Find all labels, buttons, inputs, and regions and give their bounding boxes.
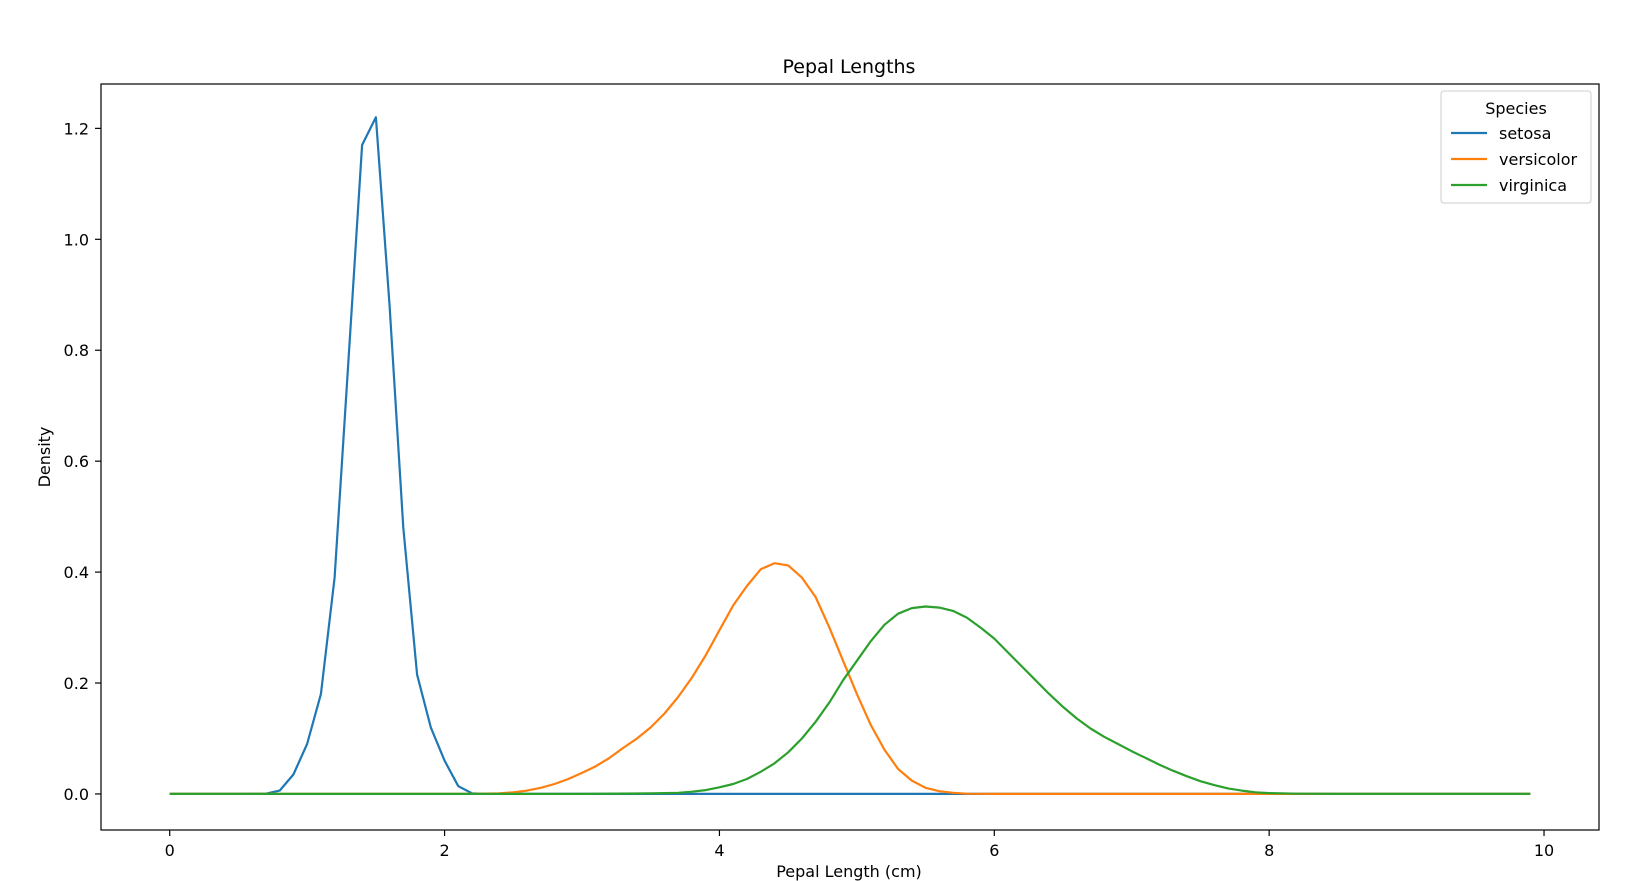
legend-label-setosa: setosa [1499,124,1551,143]
y-axis-label: Density [35,427,54,488]
x-tick-label: 2 [439,841,449,860]
x-tick-label: 6 [989,841,999,860]
series-line-virginica [169,605,1531,796]
plot-frame [100,83,1600,831]
legend: Species setosa versicolor virginica [1440,90,1592,204]
legend-items: setosa versicolor virginica [1451,124,1577,195]
y-tick-label: 1.2 [64,119,89,138]
legend-box [1440,90,1592,204]
series-line-versicolor [169,562,1531,796]
y-tick-label: 0.0 [64,785,89,804]
x-tick-label: 0 [165,841,175,860]
x-axis-ticks: 0 2 4 6 8 10 [165,830,1554,860]
x-tick-label: 10 [1534,841,1554,860]
x-tick-label: 4 [714,841,724,860]
legend-title: Species [1485,99,1547,118]
x-tick-label: 8 [1264,841,1274,860]
legend-label-versicolor: versicolor [1499,150,1577,169]
y-axis-ticks: 0.0 0.2 0.4 0.6 0.8 1.0 1.2 [64,119,101,804]
chart-title: Pepal Lengths [783,56,916,78]
y-tick-label: 1.0 [64,230,89,249]
y-tick-label: 0.6 [64,452,89,471]
y-tick-label: 0.8 [64,341,89,360]
y-tick-label: 0.4 [64,563,89,582]
y-tick-label: 0.2 [64,674,89,693]
x-axis-label: Pepal Length (cm) [776,862,922,881]
series-layer [169,116,1531,796]
legend-label-virginica: virginica [1499,176,1567,195]
series-line-setosa [169,116,1531,796]
